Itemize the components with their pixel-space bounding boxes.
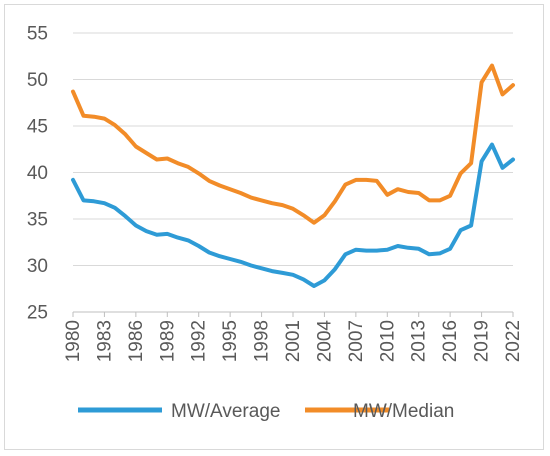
x-tick-label: 1980 xyxy=(63,320,84,362)
legend-label: MW/Median xyxy=(353,401,454,422)
legend: MW/Average MW/Median xyxy=(78,401,454,422)
y-tick-label: 45 xyxy=(27,117,48,138)
x-axis-ticks: 1980 1983 1986 1989 1992 1995 1998 2001 2004 2007… xyxy=(63,312,524,362)
y-tick-label: 55 xyxy=(27,24,48,45)
y-tick-label: 35 xyxy=(27,210,48,231)
x-tick-label: 2010 xyxy=(377,320,398,362)
x-tick-label: 2019 xyxy=(472,320,493,362)
y-axis-ticks: 25 30 35 40 45 50 55 xyxy=(27,24,48,324)
x-tick-label: 2004 xyxy=(314,320,335,363)
y-tick-label: 40 xyxy=(27,163,48,184)
x-tick-label: 1992 xyxy=(189,320,210,362)
x-tick-label: 2022 xyxy=(503,320,524,362)
x-tick-label: 2001 xyxy=(283,320,304,362)
x-tick-label: 2016 xyxy=(440,320,461,362)
legend-label: MW/Average xyxy=(171,401,280,422)
y-tick-label: 50 xyxy=(27,70,48,91)
gridlines xyxy=(73,32,513,266)
y-tick-label: 25 xyxy=(27,303,48,324)
x-tick-label: 1995 xyxy=(220,320,241,362)
x-tick-label: 1998 xyxy=(252,320,273,362)
series-line-mw-average xyxy=(71,142,515,288)
x-tick-label: 1983 xyxy=(94,320,115,362)
series-lines xyxy=(71,63,515,288)
x-tick-label: 2007 xyxy=(346,320,367,362)
y-tick-label: 30 xyxy=(27,256,48,277)
chart-frame xyxy=(4,4,544,450)
x-tick-label: 2013 xyxy=(409,320,430,362)
x-tick-label: 1986 xyxy=(126,320,147,362)
x-tick-label: 1989 xyxy=(157,320,178,362)
series-line-mw-median xyxy=(71,63,515,225)
